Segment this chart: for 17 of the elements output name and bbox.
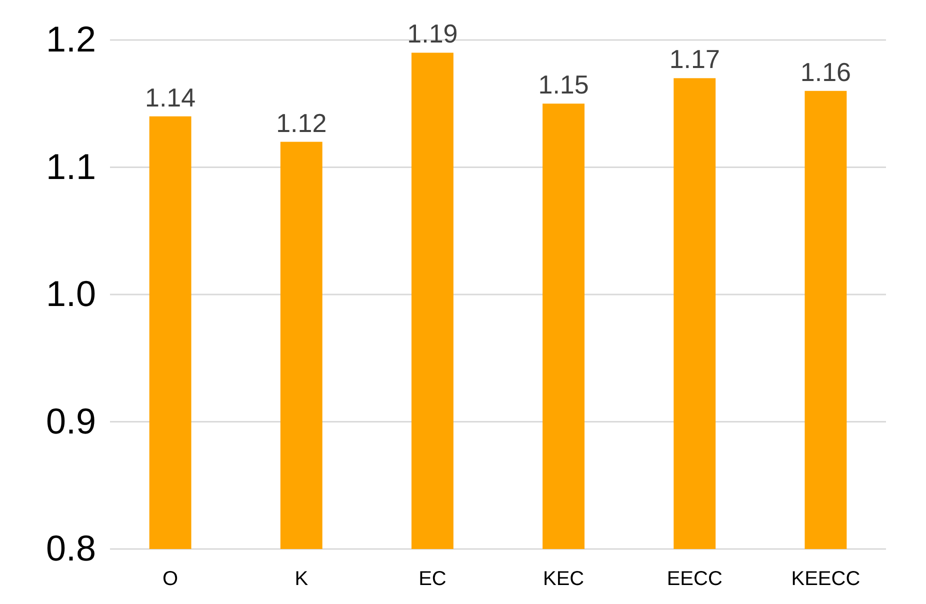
data-label: 1.15 bbox=[538, 70, 589, 100]
x-tick-label: KEC bbox=[542, 568, 584, 590]
data-label: 1.16 bbox=[800, 56, 852, 87]
x-tick-label: EC bbox=[418, 568, 446, 590]
x-tick-label: K bbox=[294, 568, 309, 590]
x-tick-label: EECC bbox=[666, 568, 722, 590]
y-tick-label: 1.1 bbox=[46, 146, 96, 187]
y-tick-label: 1.2 bbox=[46, 18, 96, 60]
data-label: 1.14 bbox=[144, 82, 196, 112]
data-label: 1.12 bbox=[276, 108, 327, 138]
y-tick-label: 1.0 bbox=[46, 273, 96, 314]
data-label: 1.19 bbox=[407, 18, 458, 49]
x-tick-label: KEECC bbox=[791, 568, 860, 590]
x-tick-label: O bbox=[162, 568, 178, 590]
y-tick-label: 0.9 bbox=[46, 400, 96, 442]
data-label: 1.17 bbox=[669, 44, 720, 74]
y-tick-label: 0.8 bbox=[46, 528, 96, 569]
